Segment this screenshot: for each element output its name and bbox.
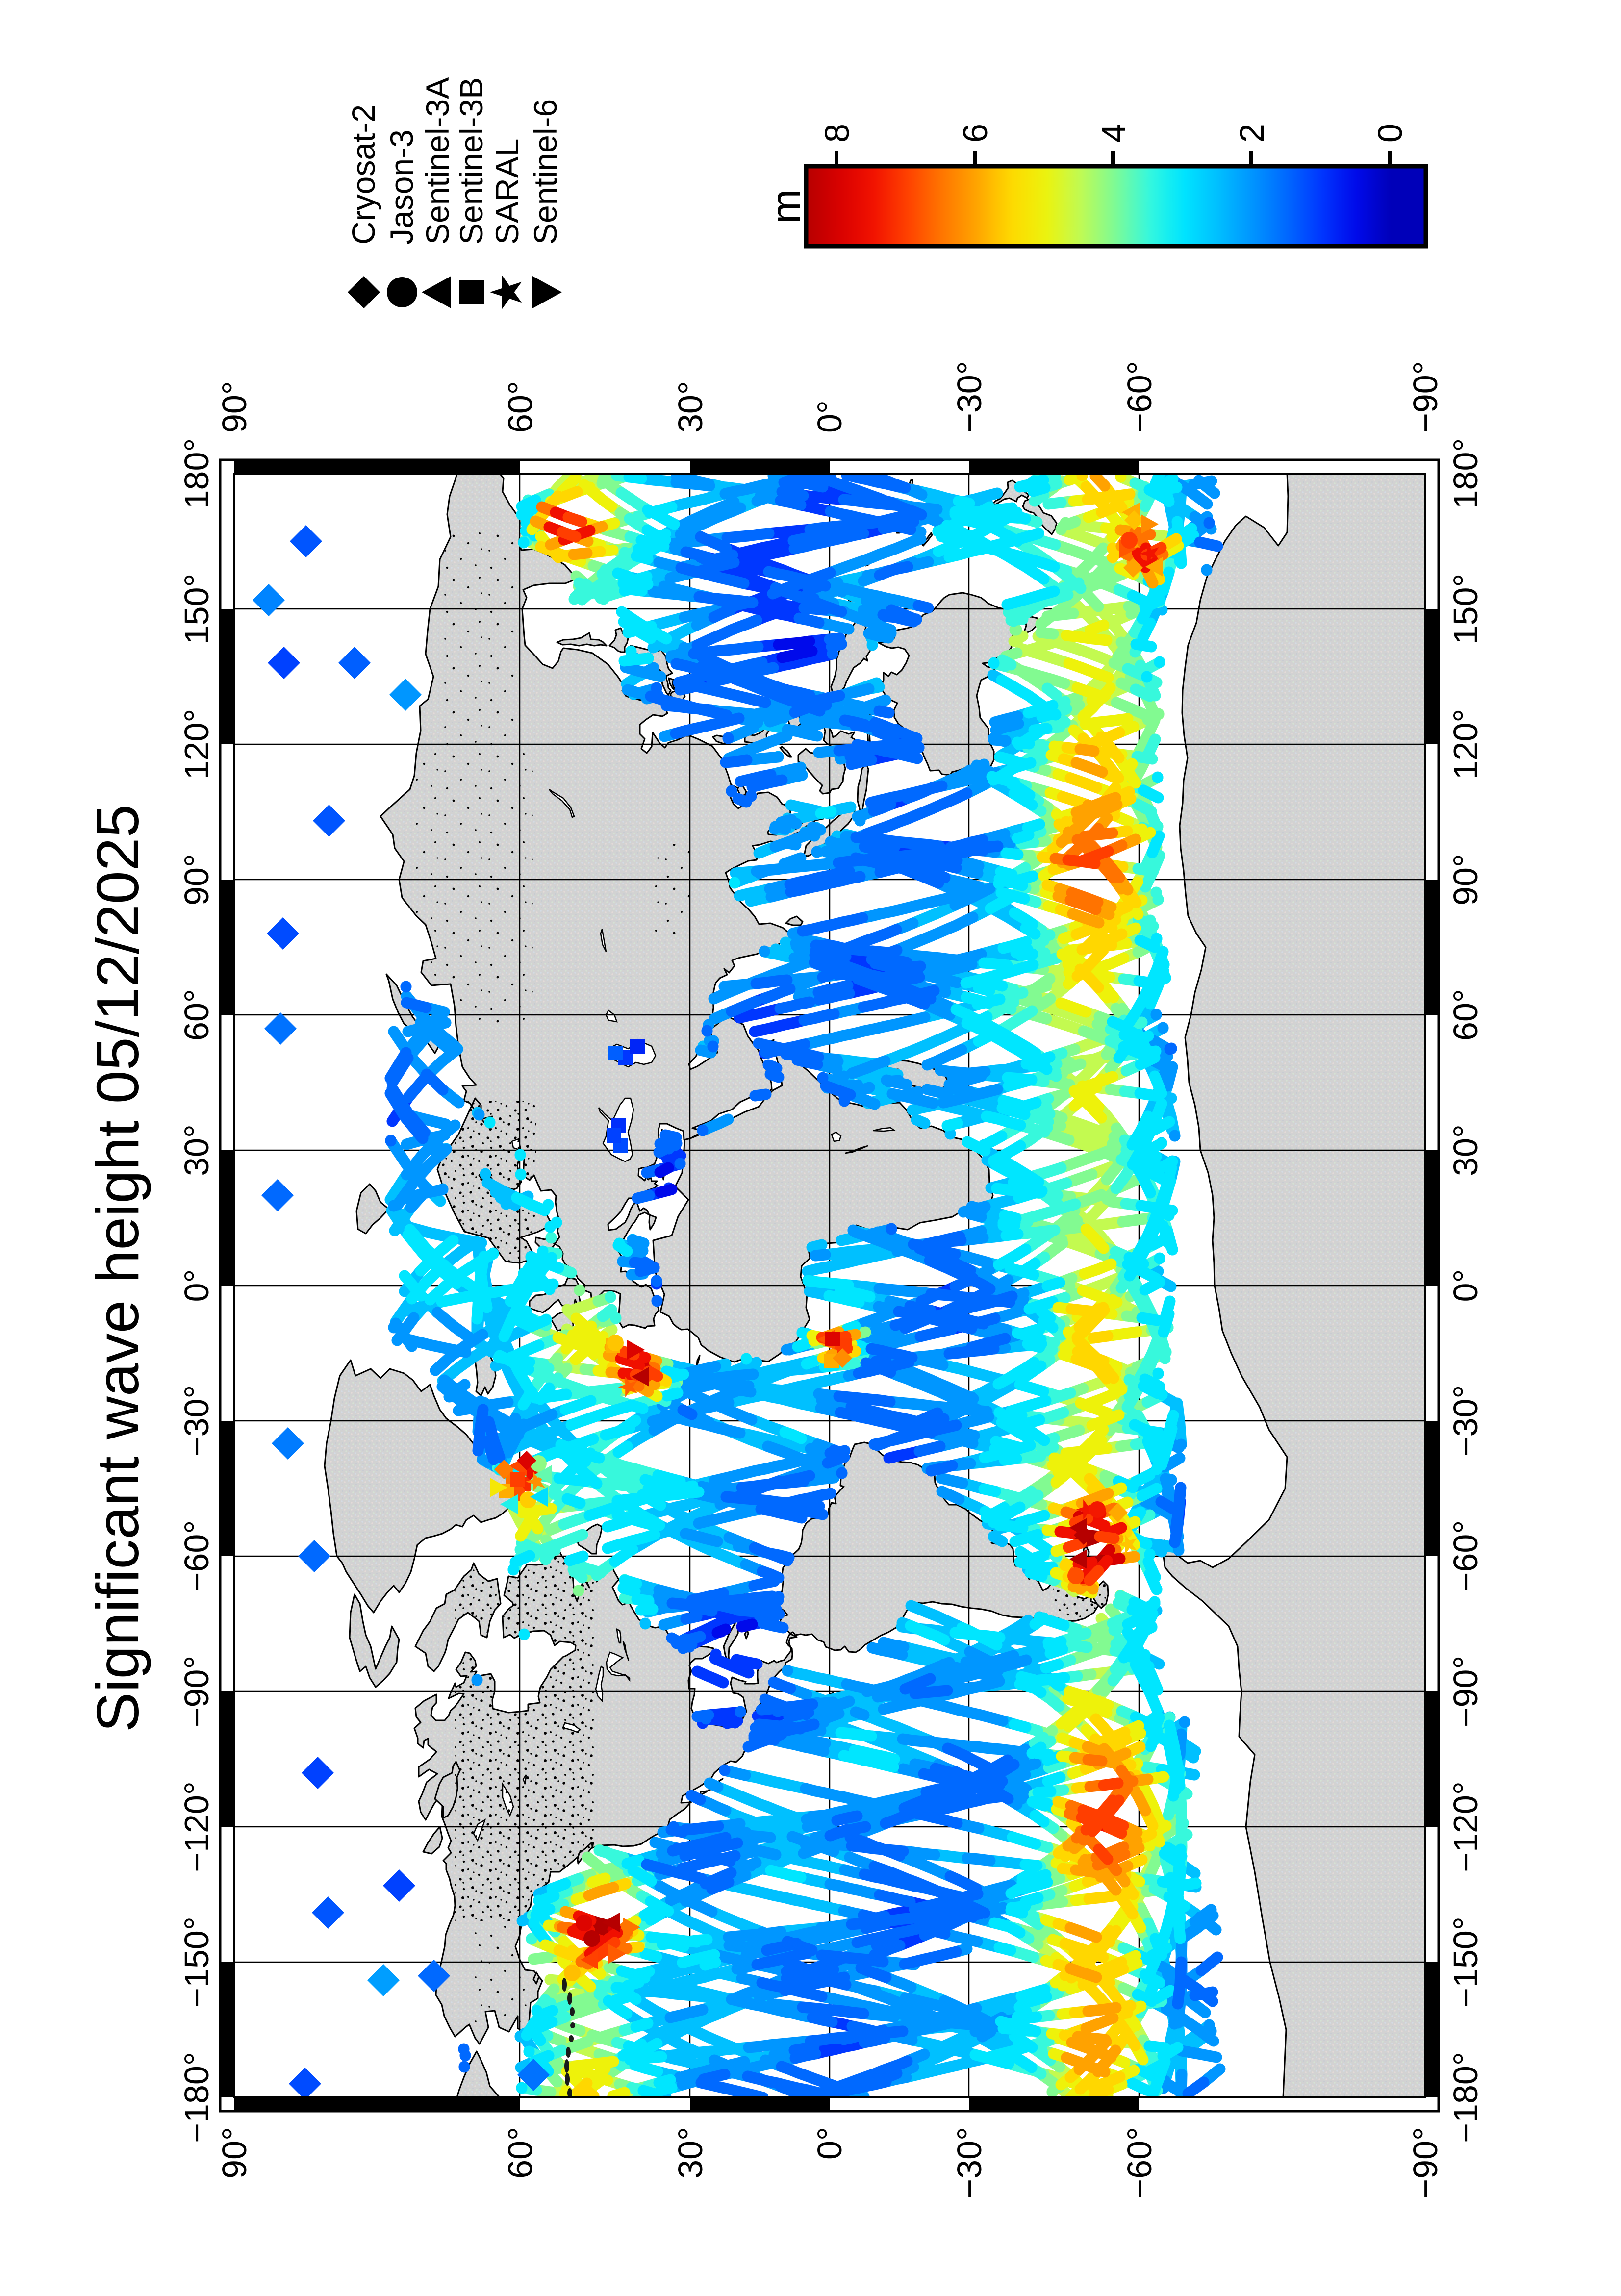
svg-text:−30°: −30° — [950, 2127, 988, 2199]
svg-text:SARAL: SARAL — [489, 139, 525, 245]
svg-text:120°: 120° — [177, 709, 216, 780]
svg-text:0°: 0° — [810, 2127, 849, 2160]
svg-text:Sentinel-6: Sentinel-6 — [527, 99, 563, 245]
svg-text:150°: 150° — [1446, 574, 1485, 645]
svg-text:0°: 0° — [1446, 1269, 1485, 1302]
svg-text:0°: 0° — [810, 400, 849, 433]
svg-text:Cryosat-2: Cryosat-2 — [345, 104, 381, 245]
svg-text:60°: 60° — [501, 2127, 539, 2179]
svg-text:30°: 30° — [671, 2127, 709, 2179]
svg-text:90°: 90° — [1446, 854, 1485, 906]
svg-text:120°: 120° — [1446, 709, 1485, 780]
svg-text:−60°: −60° — [1120, 2127, 1159, 2199]
svg-text:Sentinel-3A: Sentinel-3A — [419, 77, 456, 245]
svg-text:2: 2 — [1233, 124, 1271, 143]
svg-text:60°: 60° — [1446, 989, 1485, 1041]
svg-text:−30°: −30° — [950, 361, 988, 433]
svg-text:−30°: −30° — [1446, 1385, 1485, 1457]
svg-text:−180°: −180° — [177, 2052, 216, 2143]
svg-text:150°: 150° — [177, 574, 216, 645]
svg-text:−90°: −90° — [1446, 1656, 1485, 1728]
svg-text:0: 0 — [1371, 124, 1409, 143]
svg-text:90°: 90° — [177, 854, 216, 906]
svg-text:90°: 90° — [215, 381, 253, 433]
svg-text:Significant wave height 05/12/: Significant wave height 05/12/2025 — [84, 805, 151, 1732]
svg-text:−90°: −90° — [1406, 361, 1444, 433]
svg-text:60°: 60° — [177, 989, 216, 1041]
svg-text:30°: 30° — [177, 1124, 216, 1176]
svg-text:60°: 60° — [501, 381, 539, 433]
svg-text:−30°: −30° — [177, 1385, 216, 1457]
svg-text:m: m — [763, 189, 810, 224]
svg-text:−120°: −120° — [177, 1781, 216, 1872]
svg-text:−60°: −60° — [1120, 361, 1159, 433]
svg-text:180°: 180° — [1446, 438, 1485, 509]
svg-text:90°: 90° — [215, 2127, 253, 2179]
svg-text:−60°: −60° — [177, 1520, 216, 1592]
svg-text:6: 6 — [956, 124, 994, 143]
svg-text:Sentinel-3B: Sentinel-3B — [453, 77, 489, 245]
svg-text:30°: 30° — [671, 381, 709, 433]
svg-text:−120°: −120° — [1446, 1781, 1485, 1872]
svg-text:−180°: −180° — [1446, 2052, 1485, 2143]
svg-text:−150°: −150° — [1446, 1917, 1485, 2008]
svg-text:30°: 30° — [1446, 1124, 1485, 1176]
svg-text:8: 8 — [818, 124, 856, 143]
svg-text:Jason-3: Jason-3 — [383, 129, 420, 245]
svg-text:−90°: −90° — [1406, 2127, 1444, 2199]
svg-text:−150°: −150° — [177, 1917, 216, 2008]
svg-text:0°: 0° — [177, 1269, 216, 1302]
svg-text:180°: 180° — [177, 438, 216, 509]
svg-text:−60°: −60° — [1446, 1520, 1485, 1592]
svg-text:−90°: −90° — [177, 1656, 216, 1728]
svg-text:4: 4 — [1094, 124, 1133, 143]
